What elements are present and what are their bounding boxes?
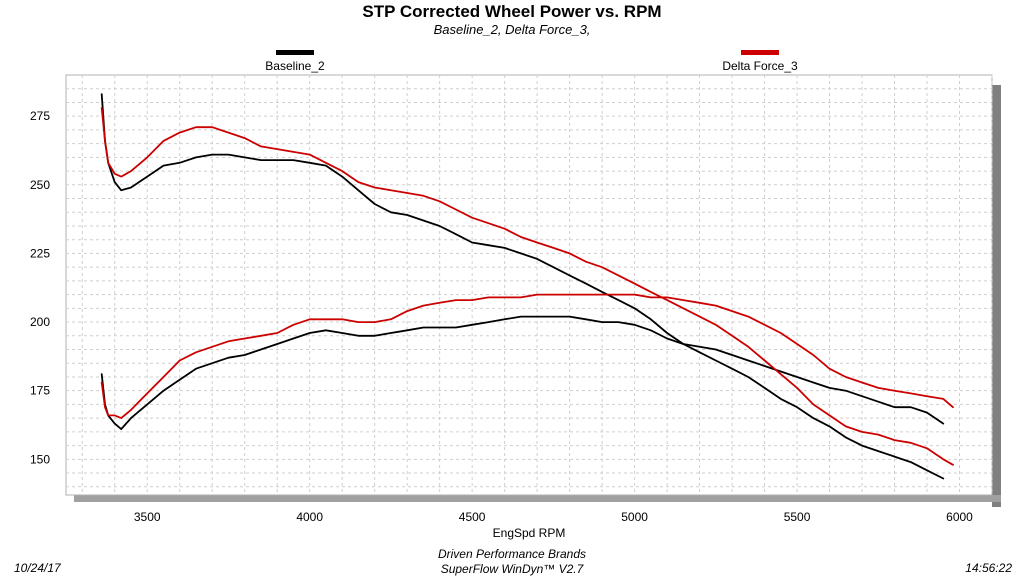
baseline-torque-line [100, 315, 945, 431]
legend-item-delta: Delta Force_3 [700, 50, 820, 73]
y-tick-label: 150 [30, 452, 50, 466]
legend-label-delta: Delta Force_3 [722, 59, 798, 73]
footer-date: 10/24/17 [14, 561, 61, 575]
footer-credits: Driven Performance Brands SuperFlow WinD… [0, 547, 1024, 577]
delta-force-torque-line [100, 293, 954, 420]
grid-lines [66, 75, 993, 495]
chart-title: STP Corrected Wheel Power vs. RPM [362, 2, 662, 21]
legend-swatch-delta [741, 50, 779, 55]
x-tick-label: 6000 [946, 510, 973, 524]
y-tick-label: 250 [30, 178, 50, 192]
series-lines [100, 93, 954, 480]
plot-shadow-bottom [74, 495, 1001, 502]
footer-company: Driven Performance Brands [437, 547, 587, 561]
x-tick-label: 3500 [134, 510, 161, 524]
footer-software: SuperFlow WinDyn™ V2.7 [440, 562, 584, 576]
chart-subtitle: Baseline_2, Delta Force_3, [433, 22, 591, 37]
y-tick-label: 225 [30, 246, 50, 260]
y-tick-label: 200 [30, 315, 50, 329]
footer-time: 14:56:22 [965, 561, 1012, 575]
axis-ticks: 3500 4000 4500 5000 5500 6000 150 175 200 225 250 2… [30, 109, 973, 524]
plot-area [65, 74, 993, 496]
x-tick-label: 5500 [784, 510, 811, 524]
chart-plot: 3500 4000 4500 5000 5500 6000 150 175 200 225 250 2… [30, 74, 1001, 540]
x-tick-label: 5000 [621, 510, 648, 524]
x-tick-label: 4000 [296, 510, 323, 524]
x-tick-label: 4500 [459, 510, 486, 524]
legend-label-baseline: Baseline_2 [265, 59, 325, 73]
y-tick-label: 275 [30, 109, 50, 123]
baseline-power-line [100, 93, 945, 480]
y-tick-label: 175 [30, 384, 50, 398]
delta-force-power-line [100, 107, 954, 466]
x-axis-label: EngSpd RPM [493, 526, 566, 540]
plot-shadow [992, 85, 1001, 507]
legend-item-baseline: Baseline_2 [240, 50, 350, 73]
legend-swatch-baseline [276, 50, 314, 55]
